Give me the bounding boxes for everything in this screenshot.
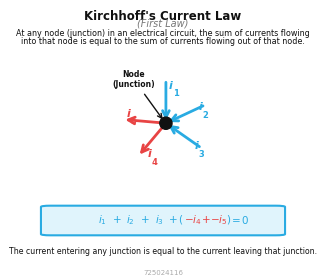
Text: $-i_4$: $-i_4$ (185, 213, 202, 227)
Text: $+$: $+$ (168, 214, 177, 225)
Text: $+$: $+$ (140, 214, 150, 225)
Text: $i_2$: $i_2$ (126, 213, 135, 227)
Circle shape (160, 117, 172, 129)
Text: $+$: $+$ (201, 214, 210, 225)
Text: i: i (169, 81, 173, 91)
Text: At any node (junction) in an electrical circuit, the sum of currents flowing: At any node (junction) in an electrical … (16, 29, 310, 38)
FancyBboxPatch shape (41, 206, 285, 235)
Text: $+$: $+$ (112, 214, 121, 225)
Text: $i_1$: $i_1$ (98, 213, 107, 227)
Text: 725024116: 725024116 (143, 270, 183, 276)
Text: i: i (199, 102, 202, 112)
Text: i: i (148, 149, 152, 159)
Text: $-i_5$: $-i_5$ (210, 213, 227, 227)
Text: $)$: $)$ (226, 213, 231, 226)
Text: The current entering any junction is equal to the current leaving that junction.: The current entering any junction is equ… (9, 247, 317, 256)
Text: $i_3$: $i_3$ (155, 213, 164, 227)
Text: $= 0$: $= 0$ (229, 214, 249, 226)
Text: Node
(Junction): Node (Junction) (112, 70, 162, 118)
Text: 4: 4 (152, 158, 158, 167)
Text: i: i (127, 109, 131, 118)
Text: Kirchhoff's Current Law: Kirchhoff's Current Law (84, 10, 242, 23)
Text: i: i (194, 141, 198, 151)
Text: (First Law): (First Law) (137, 18, 189, 28)
Text: 1: 1 (173, 89, 179, 99)
Text: $($: $($ (178, 213, 183, 226)
Text: 2: 2 (202, 111, 208, 120)
Text: 5: 5 (131, 117, 137, 126)
Text: into that node is equal to the sum of currents flowing out of that node.: into that node is equal to the sum of cu… (21, 37, 305, 46)
Text: 3: 3 (198, 150, 204, 158)
